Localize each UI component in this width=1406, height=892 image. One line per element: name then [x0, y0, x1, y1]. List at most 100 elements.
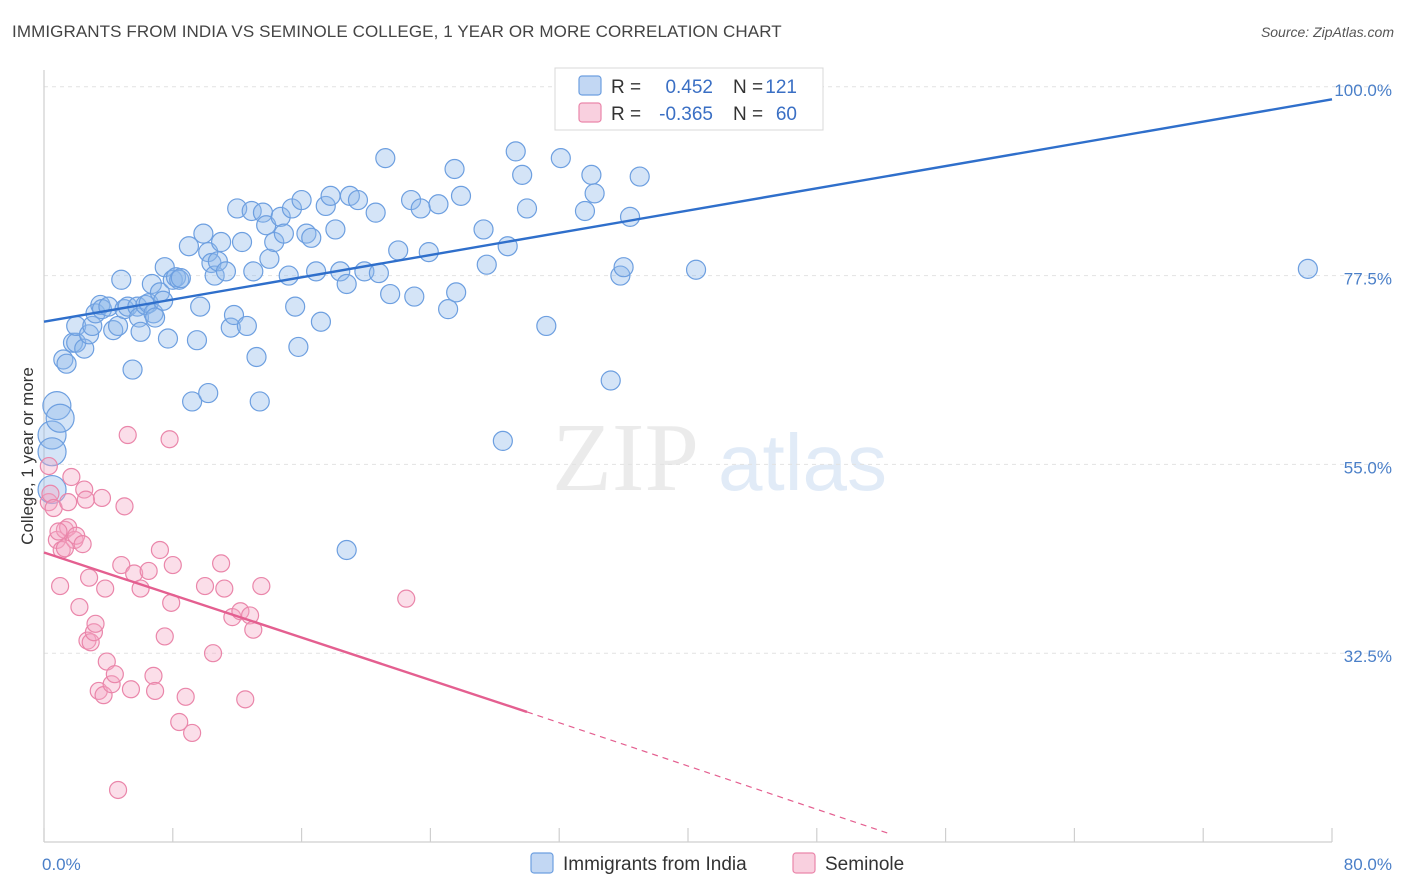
- point-seminole-26: [102, 675, 121, 694]
- x-tick-label-0: 0.0%: [42, 855, 81, 874]
- point-india-83: [365, 202, 386, 223]
- point-seminole-43: [176, 687, 195, 706]
- point-india-69: [288, 336, 309, 358]
- point-india-50: [215, 261, 237, 282]
- point-seminole-58: [49, 522, 68, 541]
- point-seminole-28: [112, 555, 131, 575]
- point-seminole-36: [145, 681, 165, 701]
- point-seminole-45: [195, 576, 215, 596]
- legend-swatch-seminole: [578, 102, 602, 123]
- point-seminole-46: [203, 644, 223, 663]
- point-india-68: [285, 296, 306, 317]
- point-seminole-0: [39, 456, 58, 476]
- point-seminole-27: [108, 780, 128, 800]
- point-india-18: [107, 315, 129, 337]
- point-seminole-13: [70, 597, 89, 617]
- chart-source: Source: ZipAtlas.com: [1260, 24, 1394, 40]
- point-india-73: [305, 261, 327, 282]
- point-seminole-31: [121, 680, 141, 699]
- point-india-66: [278, 265, 299, 286]
- point-seminole-17: [79, 568, 99, 587]
- point-india-108: [584, 183, 605, 204]
- point-india-40: [182, 391, 203, 412]
- point-india-112: [619, 206, 641, 227]
- trend-line-seminole: [43, 551, 528, 714]
- point-seminole-48: [215, 579, 234, 598]
- y-tick-label-2: 55.0%: [1344, 458, 1392, 477]
- legend-n-value-seminole: 60: [776, 104, 797, 125]
- point-india-106: [574, 200, 596, 222]
- point-india-116: [336, 539, 357, 561]
- legend-n-label-india: N =: [733, 77, 763, 98]
- point-seminole-56: [55, 539, 75, 558]
- bottom-legend-swatch-seminole: [792, 852, 816, 874]
- point-india-92: [428, 194, 449, 215]
- point-seminole-54: [252, 576, 271, 596]
- top-legend: R = 0.452 N = 121 R = -0.365 N = 60: [554, 67, 824, 131]
- y-tick-label-3: 32.5%: [1344, 647, 1392, 666]
- point-seminole-33: [131, 579, 150, 598]
- legend-n-label-seminole: N =: [733, 104, 763, 125]
- point-seminole-22: [92, 488, 112, 508]
- series-india-points: [37, 141, 1318, 561]
- point-india-25: [130, 321, 151, 342]
- point-india-12: [82, 315, 103, 337]
- point-india-76: [320, 185, 341, 206]
- point-seminole-8: [59, 493, 78, 512]
- point-seminole-29: [115, 497, 134, 516]
- point-india-104: [536, 315, 557, 337]
- bottom-legend-label-india: Immigrants from India: [563, 854, 747, 875]
- point-india-72: [301, 227, 322, 248]
- point-india-34: [157, 328, 179, 349]
- point-india-39: [178, 236, 199, 257]
- point-india-33: [154, 257, 175, 278]
- point-seminole-10: [62, 467, 81, 487]
- point-india-99: [492, 430, 513, 451]
- point-india-114: [685, 259, 707, 280]
- point-seminole-18: [81, 633, 100, 652]
- point-india-42: [190, 296, 211, 317]
- point-india-101: [505, 141, 526, 162]
- legend-r-value-india: 0.452: [665, 77, 713, 98]
- bottom-legend-swatch-india: [530, 852, 554, 874]
- point-india-62: [259, 248, 280, 269]
- point-india-109: [600, 370, 621, 391]
- point-seminole-30: [118, 425, 137, 445]
- point-india-85: [375, 148, 396, 169]
- point-india-94: [444, 158, 465, 180]
- point-india-58: [246, 346, 267, 368]
- legend-r-label-india: R =: [611, 77, 641, 98]
- point-india-65: [273, 223, 294, 244]
- y-tick-label-1: 77.5%: [1344, 270, 1392, 289]
- point-india-89: [404, 286, 425, 307]
- point-seminole-38: [155, 627, 174, 646]
- point-seminole-55: [397, 589, 416, 608]
- trend-line-seminole-extension: [526, 711, 890, 835]
- point-india-97: [473, 219, 494, 240]
- point-india-79: [336, 273, 357, 295]
- point-seminole-59: [105, 665, 124, 684]
- point-seminole-47: [212, 554, 231, 573]
- point-seminole-37: [150, 540, 170, 560]
- x-axis-ticks: [43, 828, 1333, 842]
- point-india-77: [325, 219, 346, 240]
- y-axis-tick-labels: 100.0% 77.5% 55.0% 32.5%: [1334, 81, 1392, 666]
- point-india-57: [243, 261, 264, 282]
- point-india-95: [446, 282, 467, 303]
- point-seminole-57: [76, 490, 95, 509]
- point-seminole-44: [183, 723, 202, 743]
- point-seminole-34: [139, 561, 158, 581]
- point-seminole-24: [96, 579, 115, 598]
- point-india-107: [581, 164, 602, 185]
- bottom-legend-label-seminole: Seminole: [825, 854, 904, 875]
- point-india-81: [347, 189, 369, 211]
- y-tick-label-0: 100.0%: [1334, 81, 1392, 100]
- point-india-75: [315, 195, 336, 217]
- legend-r-label-seminole: R =: [611, 104, 641, 125]
- point-seminole-51: [236, 690, 255, 709]
- point-india-30: [144, 307, 166, 328]
- point-india-4: [45, 403, 75, 433]
- point-india-45: [198, 382, 219, 404]
- point-india-64: [270, 206, 291, 227]
- y-axis-title: College, 1 year or more: [18, 367, 37, 545]
